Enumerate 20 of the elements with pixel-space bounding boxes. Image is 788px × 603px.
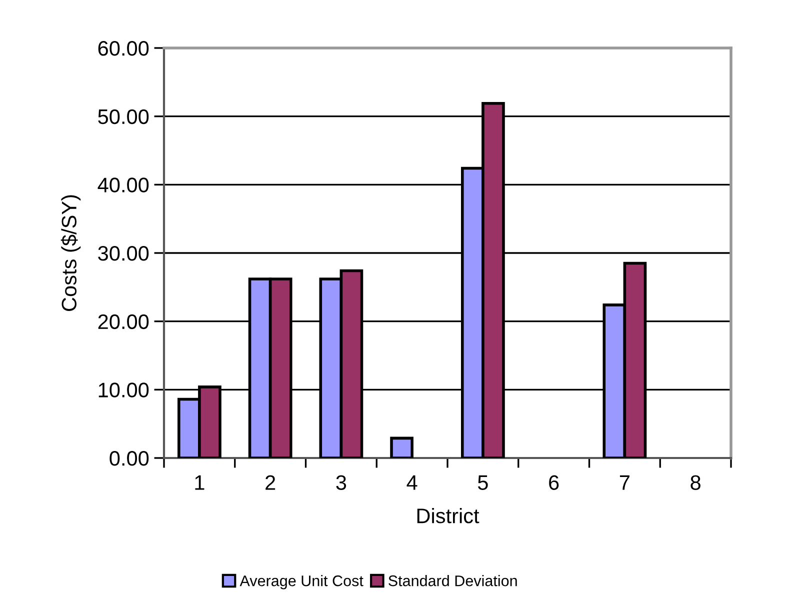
- y-tick-label: 20.00: [98, 314, 149, 330]
- y-tick-label: 0.00: [110, 451, 149, 466]
- x-tick-label: 3: [336, 475, 346, 490]
- bar: [390, 436, 414, 458]
- y-axis-title: Costs ($/SY): [60, 195, 81, 311]
- y-tick-label: 60.00: [98, 41, 149, 56]
- x-tick-label: 7: [620, 475, 630, 490]
- legend-label: Average Unit Cost: [240, 575, 364, 590]
- x-tick-label: 4: [406, 475, 418, 490]
- y-tick-label: 40.00: [98, 178, 149, 192]
- x-axis-title: District: [417, 508, 480, 524]
- y-tick-label: 30.00: [98, 246, 149, 261]
- x-tick-label: 6: [549, 475, 559, 490]
- y-tick-label: 50.00: [98, 109, 149, 124]
- legend-label: Standard Deviation: [388, 575, 517, 586]
- x-tick-label: 8: [690, 475, 700, 490]
- y-tick-label: 10.00: [98, 382, 149, 398]
- x-tick-label: 1: [195, 475, 204, 490]
- x-tick-label: 2: [266, 475, 276, 490]
- x-tick-label: 5: [478, 475, 488, 490]
